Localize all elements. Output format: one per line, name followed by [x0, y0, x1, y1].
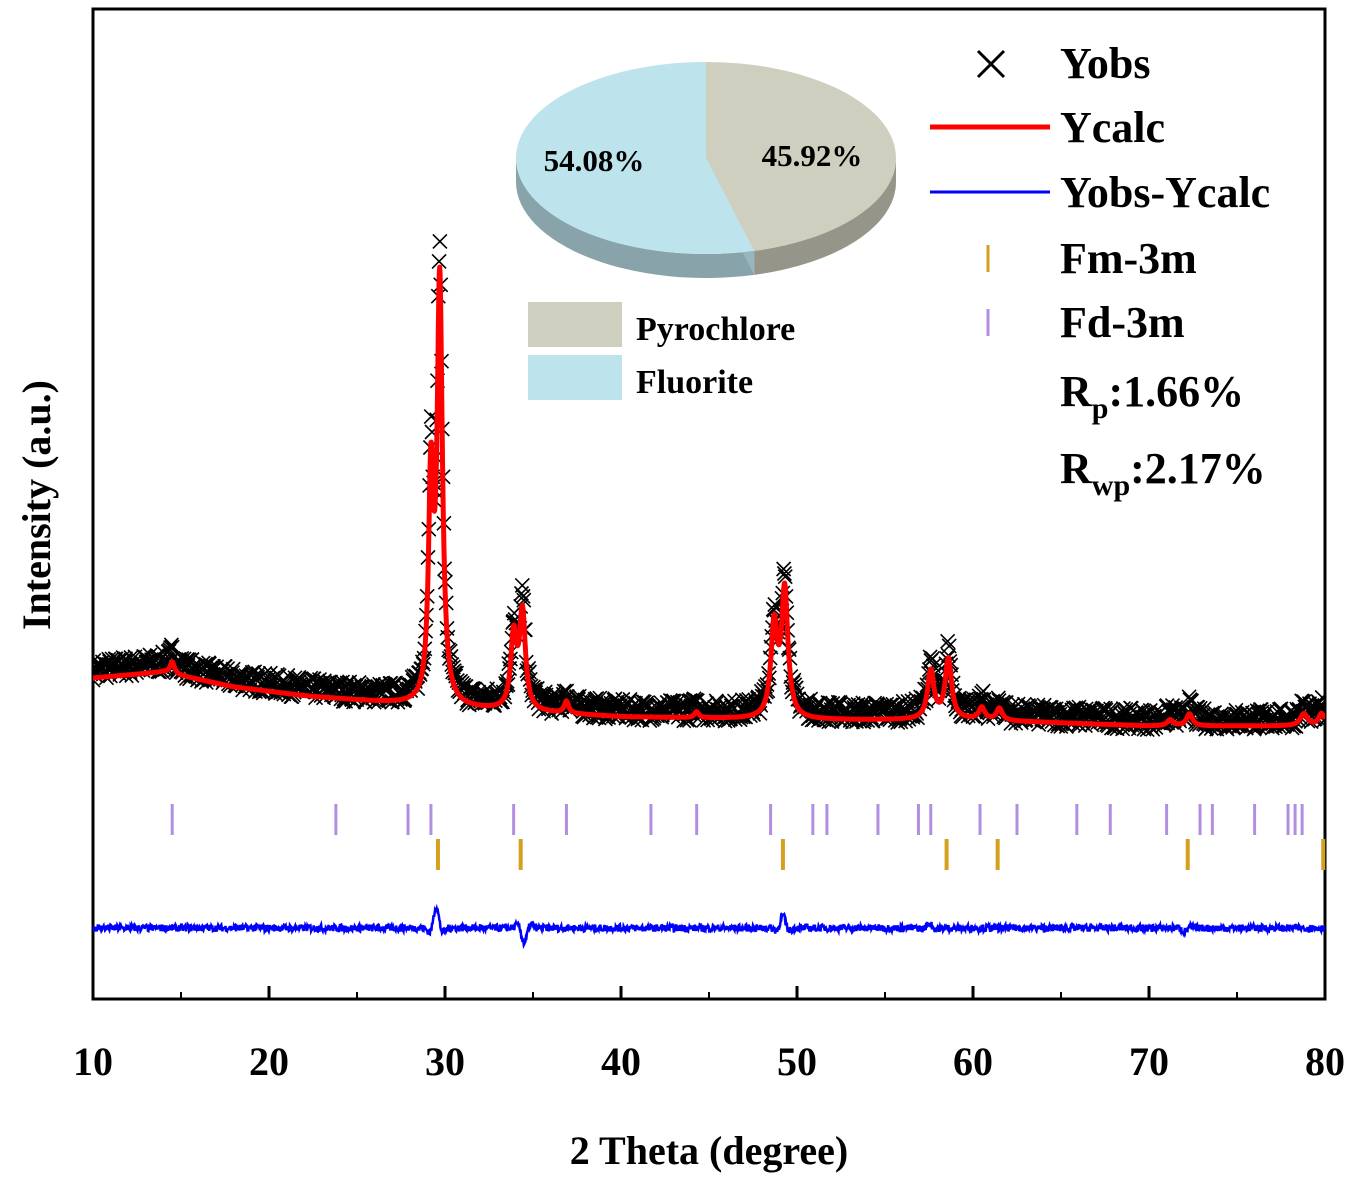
- pie-legend-label-fluorite: Fluorite: [636, 364, 753, 401]
- pie-label-fluorite: 54.08%: [544, 143, 645, 178]
- phase-fraction-pie: 54.08% 45.92%: [516, 62, 897, 278]
- pie-label-pyrochlore: 45.92%: [762, 138, 863, 173]
- pie-legend-label-pyrochlore: Pyrochlore: [636, 311, 795, 348]
- pie-legend-swatch-pyrochlore: [528, 302, 622, 347]
- pie-slice-pyrochlore: [706, 62, 897, 251]
- pie-legend: Pyrochlore Fluorite: [528, 302, 795, 401]
- fd3m-reflection-ticks: [170, 804, 1304, 835]
- x-axis-ticks: 10 20 30 40 50 60 70 80: [73, 986, 1345, 1084]
- fm3m-reflection-ticks: [435, 839, 1326, 870]
- x-tick-label: 30: [425, 1039, 465, 1084]
- difference-line: [93, 903, 1325, 950]
- x-tick-label: 10: [73, 1039, 113, 1084]
- difference-series: [93, 903, 1325, 950]
- ycalc-line: [93, 264, 1325, 729]
- y-axis-title: Intensity (a.u.): [14, 380, 59, 630]
- legend-label-yobs: Yobs: [1060, 39, 1151, 88]
- x-tick-label: 20: [249, 1039, 289, 1084]
- x-tick-label: 40: [601, 1039, 641, 1084]
- pie-side-wall: [754, 158, 896, 275]
- x-tick-label: 70: [1129, 1039, 1169, 1084]
- fit-stat-rwp: Rwp:2.17%: [1060, 444, 1266, 502]
- legend-marker-yobs: [976, 49, 1006, 79]
- legend-label-fm3m: Fm-3m: [1060, 234, 1197, 283]
- pie-slice-fluorite: [516, 62, 755, 254]
- ycalc-series: [93, 264, 1325, 729]
- pie-side-wall: [516, 158, 755, 278]
- fit-stat-rp: Rp:1.66%: [1060, 367, 1244, 425]
- legend-label-fd3m: Fd-3m: [1060, 298, 1185, 347]
- legend-label-ycalc: Ycalc: [1060, 103, 1165, 152]
- x-tick-label: 60: [953, 1039, 993, 1084]
- legend-label-yobs-ycalc: Yobs-Ycalc: [1060, 168, 1270, 217]
- pie-legend-swatch-fluorite: [528, 355, 622, 400]
- x-tick-label: 50: [777, 1039, 817, 1084]
- legend: Yobs Ycalc Yobs-Ycalc Fm-3m Fd-3m Rp:1.6…: [930, 39, 1270, 502]
- x-axis-title: 2 Theta (degree): [570, 1128, 848, 1173]
- x-tick-label: 80: [1305, 1039, 1345, 1084]
